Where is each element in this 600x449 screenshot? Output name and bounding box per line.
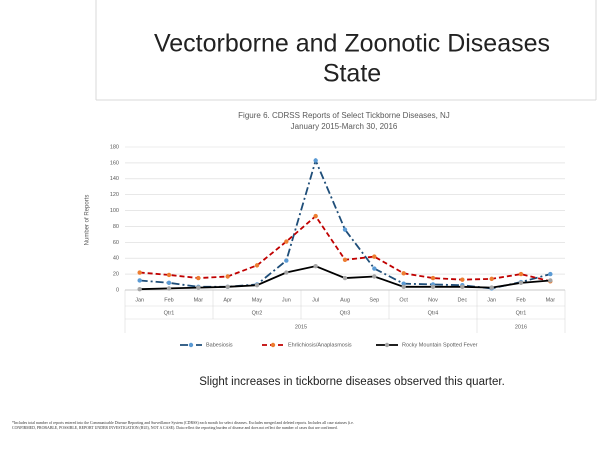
legend-marker — [270, 342, 276, 348]
legend-label: Babesiosis — [206, 342, 233, 348]
point — [254, 263, 260, 268]
y-tick-label: 160 — [110, 160, 119, 166]
quarter-label: Qtr1 — [516, 310, 527, 316]
point — [342, 257, 348, 263]
point — [372, 266, 377, 271]
quarter-label: Qtr1 — [164, 310, 175, 316]
point — [196, 275, 201, 281]
series-line — [139, 214, 551, 283]
chart-title: Figure 6. CDRSS Reports of Select Tickbo… — [238, 111, 450, 120]
point — [225, 274, 230, 279]
point — [401, 271, 406, 276]
x-tick-label: Feb — [516, 297, 525, 303]
quarter-label: Qtr3 — [340, 310, 351, 316]
y-tick-label: 120 — [110, 192, 119, 198]
legend-marker — [188, 342, 194, 348]
point — [518, 271, 524, 277]
y-tick-label: 100 — [110, 208, 119, 214]
x-tick-label: Jul — [312, 297, 319, 303]
x-tick-label: Nov — [428, 297, 438, 303]
point — [460, 277, 465, 282]
point — [460, 284, 465, 290]
point — [372, 254, 377, 259]
y-tick-label: 0 — [116, 287, 119, 293]
x-tick-label: Mar — [546, 297, 556, 303]
x-tick-label: Sep — [369, 297, 379, 303]
x-tick-label: Feb — [164, 297, 173, 303]
y-tick-label: 80 — [113, 224, 119, 230]
point — [342, 275, 348, 281]
x-tick-label: Oct — [399, 297, 408, 303]
point — [401, 284, 406, 290]
point — [166, 280, 172, 286]
point — [489, 285, 494, 290]
point — [401, 281, 406, 286]
x-tick-label: Jun — [282, 297, 291, 303]
year-label: 2016 — [515, 324, 527, 330]
point — [166, 286, 172, 291]
series-line — [139, 157, 551, 290]
point — [430, 284, 436, 290]
point — [372, 274, 377, 279]
x-tick-label: May — [252, 297, 263, 303]
point — [548, 271, 553, 277]
y-tick-label: 140 — [110, 176, 119, 182]
point — [518, 280, 524, 286]
point — [430, 275, 436, 281]
x-tick-label: Apr — [223, 297, 232, 303]
year-label: 2015 — [295, 324, 307, 330]
footnote: *Includes total number of reports entere… — [12, 421, 354, 425]
footnote: CONFIRMED, PROBABLE, POSSIBLE, REPORT UN… — [12, 426, 338, 431]
x-tick-label: Jan — [487, 297, 496, 303]
point — [137, 278, 142, 283]
quarter-label: Qtr4 — [428, 310, 439, 316]
point — [548, 278, 553, 283]
point — [284, 270, 289, 275]
y-tick-label: 20 — [113, 272, 119, 278]
quarter-label: Qtr2 — [252, 310, 263, 316]
slide-title: State — [323, 60, 381, 88]
point — [254, 283, 260, 288]
y-tick-label: 180 — [110, 144, 119, 150]
legend-marker — [384, 342, 390, 348]
chart-title: January 2015-March 30, 2016 — [291, 122, 398, 131]
y-tick-label: 40 — [113, 256, 119, 262]
point — [489, 276, 494, 282]
y-axis-label: Number of Reports — [85, 195, 91, 246]
point — [284, 239, 289, 244]
x-tick-label: Dec — [457, 297, 467, 303]
point — [313, 213, 318, 219]
legend-label: Ehrlichiosis/Anaplasmosis — [288, 342, 352, 348]
slide-title: Vectorborne and Zoonotic Diseases — [154, 30, 550, 58]
note: Slight increases in tickborne diseases o… — [199, 376, 505, 388]
point — [342, 227, 348, 232]
x-tick-label: Mar — [194, 297, 204, 303]
point — [225, 284, 230, 290]
point — [137, 287, 142, 292]
x-tick-label: Jan — [135, 297, 144, 303]
point — [284, 258, 289, 263]
point — [313, 158, 318, 163]
y-tick-label: 60 — [113, 240, 119, 246]
point — [196, 285, 201, 290]
point — [137, 270, 142, 275]
point — [166, 272, 172, 278]
x-tick-label: Aug — [340, 297, 350, 303]
point — [313, 263, 318, 269]
legend-label: Rocky Mountain Spotted Fever — [402, 342, 478, 348]
